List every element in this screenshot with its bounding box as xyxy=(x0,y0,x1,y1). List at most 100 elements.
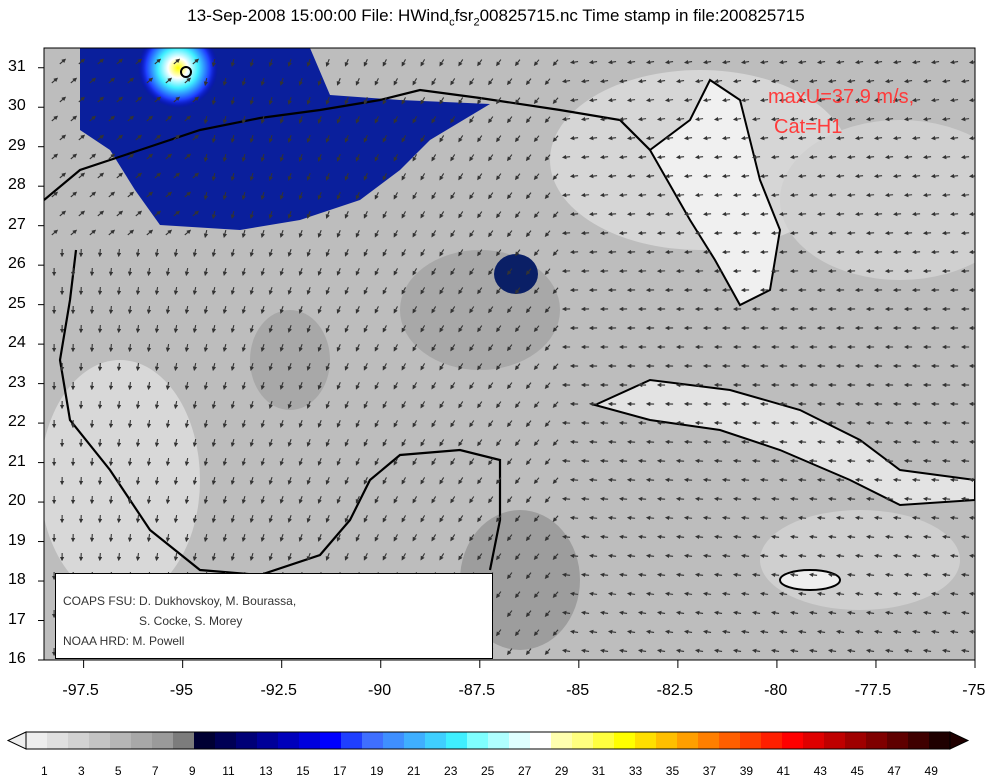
colorbar-label: 21 xyxy=(407,764,421,778)
colorbar-low-arrow xyxy=(6,731,27,750)
wind-arrow xyxy=(694,116,704,122)
wind-arrow xyxy=(477,249,483,257)
wind-arrow xyxy=(108,419,114,429)
wind-arrow xyxy=(873,629,883,635)
colorbar-swatch xyxy=(551,732,573,749)
wind-arrow xyxy=(854,97,864,103)
wind-arrow xyxy=(249,324,254,333)
wind-arrow xyxy=(525,344,532,352)
wind-arrow xyxy=(865,116,875,122)
wind-arrow xyxy=(675,572,685,578)
wind-arrow xyxy=(477,287,483,295)
wind-arrow xyxy=(816,591,826,597)
wind-arrow xyxy=(344,553,349,561)
wind-arrow xyxy=(873,135,883,141)
wind-arrow xyxy=(412,534,418,542)
wind-arrow xyxy=(544,648,551,655)
x-axis-ticks xyxy=(83,660,976,668)
wind-arrow xyxy=(325,515,330,523)
wind-arrow xyxy=(241,153,247,163)
wind-arrow xyxy=(363,135,368,143)
colorbar-swatch xyxy=(614,732,636,749)
wind-arrow xyxy=(930,553,940,559)
wind-arrow xyxy=(477,401,483,409)
wind-arrow xyxy=(374,458,379,466)
wind-arrow xyxy=(525,306,532,314)
wind-arrow xyxy=(450,344,456,352)
wind-arrow xyxy=(249,248,254,257)
wind-arrow xyxy=(588,515,598,521)
wind-arrow xyxy=(656,534,666,540)
wind-arrow xyxy=(268,552,273,561)
wind-arrow xyxy=(683,553,693,559)
wind-arrow xyxy=(552,553,559,560)
wind-arrow xyxy=(203,191,209,201)
y-tick-label: 18 xyxy=(8,571,26,589)
colorbar-label: 7 xyxy=(151,764,159,778)
wind-arrow xyxy=(70,191,78,198)
wind-arrow xyxy=(241,495,247,505)
colorbar-swatch xyxy=(740,732,762,749)
wind-arrow xyxy=(127,229,135,236)
wind-arrow xyxy=(230,172,236,182)
colorbar-swatch xyxy=(299,732,321,749)
y-tick-label: 30 xyxy=(8,97,26,115)
wind-arrow xyxy=(344,439,349,447)
wind-arrow xyxy=(854,591,864,597)
wind-arrow xyxy=(135,362,141,372)
wind-arrow xyxy=(930,97,940,103)
wind-arrow xyxy=(645,135,655,141)
wind-arrow xyxy=(382,401,387,409)
wind-arrow xyxy=(420,287,426,295)
wind-arrow xyxy=(230,58,236,68)
wind-arrow xyxy=(569,629,579,635)
wind-arrow xyxy=(154,286,160,296)
wind-arrow xyxy=(922,610,932,616)
wind-arrow xyxy=(336,458,341,466)
wind-arrow xyxy=(192,476,198,486)
colorbar-swatch xyxy=(908,732,930,749)
wind-arrow xyxy=(732,648,742,654)
wind-arrow xyxy=(525,268,532,276)
wind-arrow xyxy=(260,419,265,428)
wind-arrow xyxy=(854,629,864,635)
wind-arrow xyxy=(458,477,464,485)
wind-arrow xyxy=(552,363,559,370)
wind-arrow xyxy=(401,553,407,561)
wind-arrow xyxy=(344,325,349,333)
wind-arrow xyxy=(797,135,807,141)
wind-arrow xyxy=(496,135,502,143)
wind-arrow xyxy=(146,115,154,122)
wind-arrow xyxy=(412,306,418,314)
wind-arrow xyxy=(949,591,959,597)
wind-arrow xyxy=(770,116,780,122)
wind-arrow xyxy=(363,515,368,523)
wind-arrow xyxy=(222,343,228,353)
wind-arrow xyxy=(525,572,532,580)
wind-arrow xyxy=(458,59,464,67)
wind-arrow xyxy=(789,116,799,122)
wind-arrow xyxy=(450,382,456,390)
wind-arrow xyxy=(401,249,407,257)
wind-arrow xyxy=(184,343,190,353)
colorbar-swatch xyxy=(845,732,867,749)
wind-arrow xyxy=(533,629,540,637)
wind-arrow xyxy=(884,534,894,540)
wind-arrow xyxy=(721,135,731,141)
wind-arrow xyxy=(363,325,368,333)
wind-arrow xyxy=(374,420,379,428)
wind-arrow xyxy=(751,154,761,160)
wind-arrow xyxy=(656,610,666,616)
wind-arrow xyxy=(154,514,160,524)
wind-arrow xyxy=(846,154,856,160)
wind-arrow xyxy=(469,458,475,466)
wind-arrow xyxy=(477,439,483,447)
wind-arrow xyxy=(808,154,818,160)
colorbar-label: 37 xyxy=(702,764,717,778)
wind-arrow xyxy=(298,343,303,352)
wind-arrow xyxy=(816,173,826,179)
wind-arrow xyxy=(514,363,521,371)
wind-arrow xyxy=(580,78,590,84)
wind-arrow xyxy=(393,192,398,200)
wind-arrow xyxy=(588,97,598,103)
